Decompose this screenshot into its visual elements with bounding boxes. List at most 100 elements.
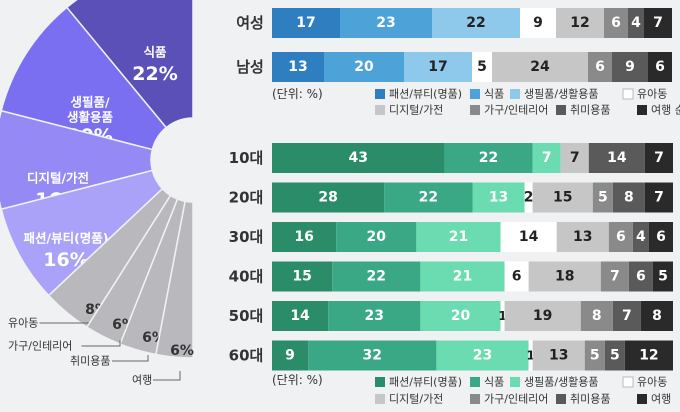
bar-segment [612,301,641,331]
bar-segment [504,261,529,292]
legend-swatch [470,377,480,387]
bar-segment [472,182,525,213]
bar-value-label: 6 [656,229,666,245]
pie-slice-label: 생필품/ [70,95,110,110]
bar-value-label: 23 [473,348,492,364]
bar-segment [524,182,533,213]
bar-value-label: 43 [348,150,367,166]
pie-slice-label: 식품 [143,45,167,60]
legend-label: 취미용품 [570,104,610,117]
bar-segment [628,261,653,292]
bar-segment [648,52,672,82]
legend-label: 디지털/가전 [389,393,443,406]
category-label: 남성 [236,58,264,76]
bar-segment [580,301,613,331]
bar-segment [332,261,421,292]
bar-segment [612,52,648,82]
legend-swatch [470,105,480,115]
bar-segment [604,8,628,38]
legend-label: 식품 [484,88,504,101]
pie-slice-value: 16% [43,249,88,271]
bar-segment [432,8,520,38]
bar-segment [532,340,585,371]
bar-segment [472,52,492,82]
bar-value-label: 7 [653,15,663,31]
bar-value-label: 9 [625,59,635,75]
bar-value-label: 13 [573,229,592,245]
bar-segment [336,222,417,252]
legend-label: 여행 [651,393,671,406]
bar-value-label: 1 [526,349,534,363]
pie-slice-label: 생활용품 [67,110,114,125]
bar-segment [272,222,337,252]
pie-slice-value: 22% [132,63,177,85]
bar-value-label: 20 [451,308,471,324]
bar-value-label: 13 [549,348,568,364]
bar-segment [272,261,333,292]
pie-slice [0,6,168,151]
legend-swatch [556,394,566,404]
bar-segment [420,301,501,331]
bar-segment [272,340,309,371]
bar-value-label: 22 [419,190,438,206]
bar-segment [384,182,473,213]
bar-value-label: 7 [622,308,632,324]
bar-value-label: 6 [595,59,605,75]
legend-swatch [637,105,647,115]
bar-value-label: 24 [530,59,550,75]
bar-value-label: 6 [655,59,665,75]
bar-value-label: 1 [498,309,506,323]
pie-leader-line [153,371,181,381]
pie-slice-value: 6% [170,343,194,359]
bar-segment [588,52,612,82]
bar-segment [600,261,629,292]
bar-value-label: 13 [489,190,508,206]
bar-segment [328,301,421,331]
bar-segment [640,301,673,331]
bar-value-label: 6 [636,269,646,285]
bar-value-label: 7 [654,190,664,206]
legend-swatch [637,394,647,404]
pie-chart: 식품22%생필품/생활용품20%디지털/가전16%패션/뷰티(명품)16%8%6… [0,0,194,387]
pie-leader-line [81,340,121,347]
legend-swatch [622,376,634,388]
legend-swatch [556,105,566,115]
bar-segment [444,143,533,173]
legend-swatch [510,377,520,387]
category-label: 여성 [236,14,264,32]
bar-value-label: 7 [542,150,552,166]
bar-value-label: 23 [376,15,395,31]
bar-segment [528,261,601,292]
bar-value-label: 15 [292,269,311,285]
bar-value-label: 8 [592,308,602,324]
bar-segment [632,222,649,252]
bar-segment [556,222,609,252]
legend-label: 패션/뷰티(명품) [389,88,462,101]
pie-external-label: 가구/인테리어 [8,340,72,353]
legend-label: 가구/인테리어 [484,393,548,406]
gender-stacked-bar-chart: 여성 17 23 22 9 12 6 4 7남성 13 20 17 5 24 6 9 6(단위: %) 패션/뷰티… [236,8,680,117]
pie-slice [65,0,194,129]
bar-value-label: 28 [318,190,337,206]
bar-value-label: 9 [533,15,543,31]
bar-value-label: 7 [610,269,620,285]
bar-value-label: 18 [555,269,574,285]
bar-segment [436,340,529,371]
legend-swatch [622,88,634,100]
legend-swatch [375,377,385,387]
bar-value-label: 7 [570,150,580,166]
bar-segment [592,182,613,213]
legend-swatch [470,89,480,99]
bar-segment [528,340,533,371]
legend-label: 유아동 [637,376,667,389]
bar-value-label: 8 [652,308,662,324]
bar-segment [404,52,472,82]
category-label: 30대 [229,228,264,246]
legend-label: 디지털/가전 [389,104,443,117]
bar-segment [612,182,645,213]
legend-label: 생필품/생활용품 [524,87,599,101]
legend-label: 생필품/생활용품 [524,375,599,389]
bar-value-label: 13 [288,59,307,75]
bar-segment [604,340,625,371]
legend-label: 취미용품 [570,393,610,406]
